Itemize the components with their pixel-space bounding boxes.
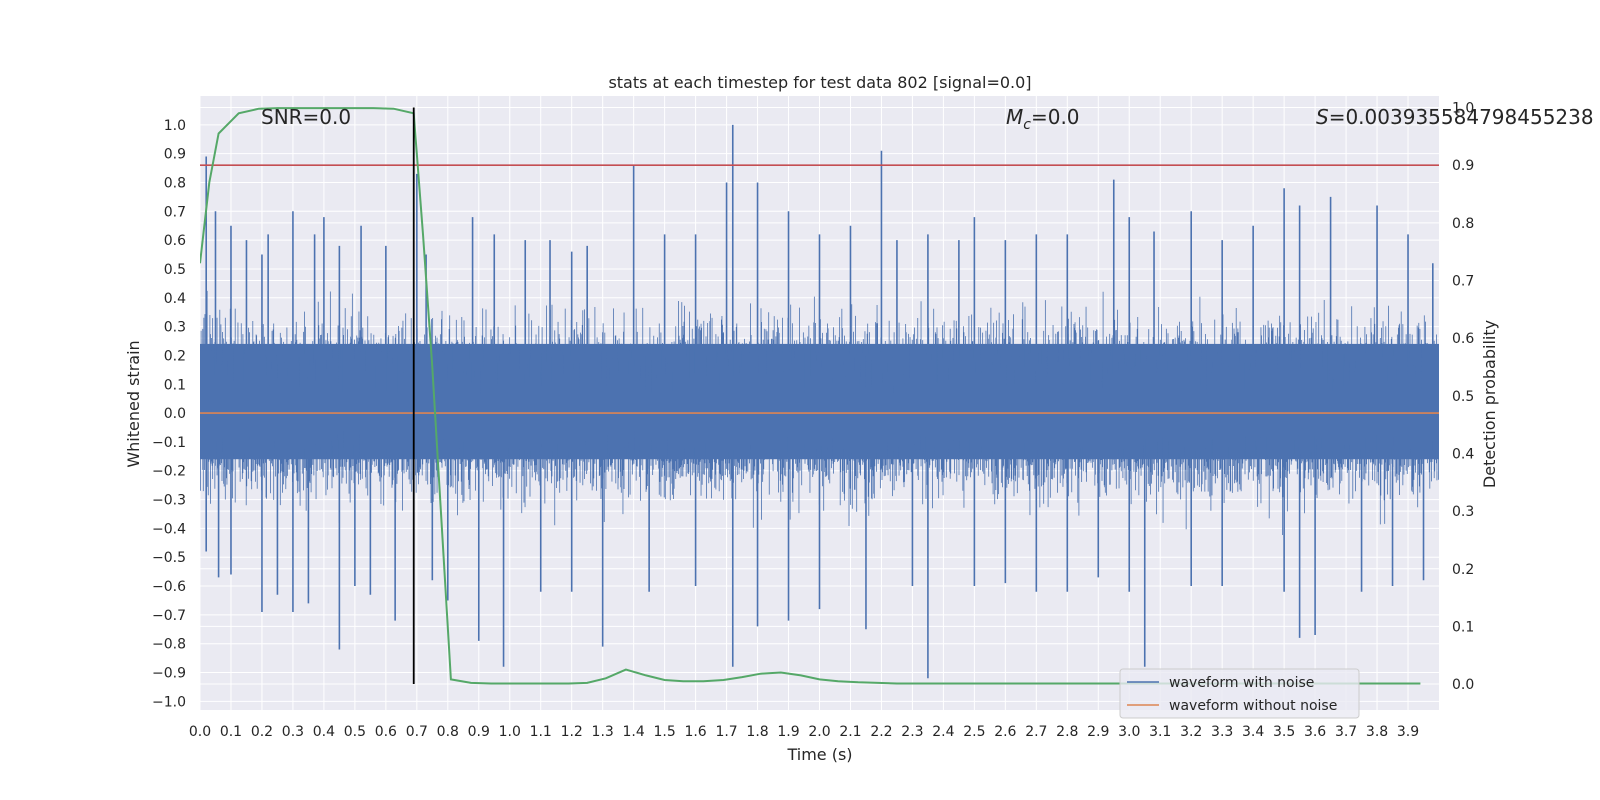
y-tick-label: 0.7 — [164, 204, 186, 220]
y2-axis-label: Detection probability — [1480, 320, 1499, 488]
y2-tick-label: 0.4 — [1452, 446, 1474, 462]
s-annotation: S=0.003935584798455238 — [1316, 105, 1594, 129]
chirp-mass-value: =0.0 — [1031, 105, 1080, 129]
y-tick-label: 0.6 — [164, 233, 186, 249]
x-tick-label: 2.1 — [839, 724, 861, 740]
x-tick-label: 2.8 — [1056, 724, 1078, 740]
y-tick-label: 0.0 — [164, 406, 186, 422]
plot-layer — [200, 107, 1439, 685]
x-tick-label: 0.6 — [375, 724, 397, 740]
y-tick-label: 0.5 — [164, 262, 186, 278]
y-tick-label: −0.5 — [152, 550, 186, 566]
detection-probability-series — [200, 107, 1421, 685]
x-tick-label: 0.5 — [344, 724, 366, 740]
x-tick-label: 3.8 — [1366, 724, 1388, 740]
y-tick-label: −0.4 — [152, 521, 186, 537]
x-tick-label: 2.0 — [808, 724, 830, 740]
x-tick-label: 1.1 — [530, 724, 552, 740]
legend: waveform with noise waveform without noi… — [1119, 668, 1360, 719]
y2-tick-label: 0.6 — [1452, 331, 1474, 347]
y-tick-label: 0.4 — [164, 291, 186, 307]
y-tick-label: 0.1 — [164, 377, 186, 393]
y-tick-label: 0.8 — [164, 175, 186, 191]
x-tick-label: 2.2 — [870, 724, 892, 740]
x-tick-label: 2.4 — [932, 724, 954, 740]
x-tick-label: 0.8 — [437, 724, 459, 740]
snr-annotation: SNR=0.0 — [261, 105, 351, 129]
x-tick-label: 0.4 — [313, 724, 335, 740]
y2-tick-label: 0.0 — [1452, 677, 1474, 693]
y-tick-labels: −1.0 −0.9 −0.8 −0.7 −0.6 −0.5 −0.4 −0.3 −0.2 −0.1… — [152, 118, 186, 711]
x-tick-label: 3.1 — [1149, 724, 1171, 740]
x-tick-label: 2.6 — [994, 724, 1016, 740]
x-tick-label: 1.2 — [561, 724, 583, 740]
x-tick-label: 3.7 — [1335, 724, 1357, 740]
y-tick-label: −0.6 — [152, 579, 186, 595]
x-tick-label: 1.9 — [777, 724, 799, 740]
y2-tick-label: 0.9 — [1452, 158, 1474, 174]
y2-tick-label: 0.2 — [1452, 562, 1474, 578]
y-tick-label: 0.9 — [164, 147, 186, 163]
y-tick-label: −0.1 — [152, 435, 186, 451]
y2-tick-labels: 0.0 0.1 0.2 0.3 0.4 0.5 0.6 0.7 0.8 0.9 1.0 — [1452, 101, 1474, 694]
x-tick-label: 3.2 — [1180, 724, 1202, 740]
x-tick-label: 3.0 — [1118, 724, 1140, 740]
y-tick-label: −0.9 — [152, 666, 186, 682]
x-tick-label: 0.3 — [282, 724, 304, 740]
x-tick-label: 0.7 — [406, 724, 428, 740]
y-tick-label: −0.8 — [152, 637, 186, 653]
legend-label-clean: waveform without noise — [1169, 698, 1337, 714]
y-tick-label: −0.7 — [152, 608, 186, 624]
y2-tick-label: 1.0 — [1452, 101, 1474, 117]
chirp-mass-subscript: c — [1023, 117, 1031, 133]
y-tick-label: −1.0 — [152, 694, 186, 710]
chirp-mass-annotation: Mc=0.0 — [1006, 105, 1080, 133]
x-tick-label: 0.1 — [220, 724, 242, 740]
x-tick-label: 3.4 — [1242, 724, 1264, 740]
chart-title: stats at each timestep for test data 802… — [608, 73, 1031, 92]
x-tick-label: 2.7 — [1025, 724, 1047, 740]
y2-tick-label: 0.3 — [1452, 504, 1474, 520]
x-tick-labels: 0.0 0.1 0.2 0.3 0.4 0.5 0.6 0.7 0.8 0.9 1.0 1.1 1.2 1… — [189, 724, 1419, 740]
y-tick-label: 1.0 — [164, 118, 186, 134]
x-tick-label: 0.9 — [468, 724, 490, 740]
x-tick-label: 0.2 — [251, 724, 273, 740]
y2-tick-label: 0.5 — [1452, 389, 1474, 405]
x-tick-label: 3.6 — [1304, 724, 1326, 740]
x-tick-label: 1.8 — [746, 724, 768, 740]
x-tick-label: 2.3 — [901, 724, 923, 740]
x-tick-label: 1.7 — [715, 724, 737, 740]
noisy-waveform-series — [200, 290, 1439, 535]
y-axis-label: Whitened strain — [124, 340, 143, 467]
y-tick-label: −0.2 — [152, 464, 186, 480]
x-axis-label: Time (s) — [786, 745, 852, 764]
x-tick-label: 1.0 — [499, 724, 521, 740]
y2-tick-label: 0.7 — [1452, 273, 1474, 289]
x-tick-label: 1.4 — [623, 724, 645, 740]
x-tick-label: 3.5 — [1273, 724, 1295, 740]
x-tick-label: 1.3 — [592, 724, 614, 740]
legend-label-noise: waveform with noise — [1169, 675, 1314, 691]
x-tick-label: 3.9 — [1397, 724, 1419, 740]
s-symbol: S — [1316, 105, 1329, 129]
s-value: =0.003935584798455238 — [1329, 105, 1594, 129]
y-tick-label: −0.3 — [152, 493, 186, 509]
x-tick-label: 3.3 — [1211, 724, 1233, 740]
legend-box — [1119, 668, 1360, 719]
y-tick-label: 0.2 — [164, 348, 186, 364]
chirp-mass-symbol: M — [1006, 105, 1023, 129]
x-tick-label: 1.5 — [653, 724, 675, 740]
y2-tick-label: 0.8 — [1452, 216, 1474, 232]
y2-tick-label: 0.1 — [1452, 619, 1474, 635]
x-tick-label: 1.6 — [684, 724, 706, 740]
x-tick-label: 0.0 — [189, 724, 211, 740]
x-tick-label: 2.9 — [1087, 724, 1109, 740]
y-tick-label: 0.3 — [164, 320, 186, 336]
x-tick-label: 2.5 — [963, 724, 985, 740]
